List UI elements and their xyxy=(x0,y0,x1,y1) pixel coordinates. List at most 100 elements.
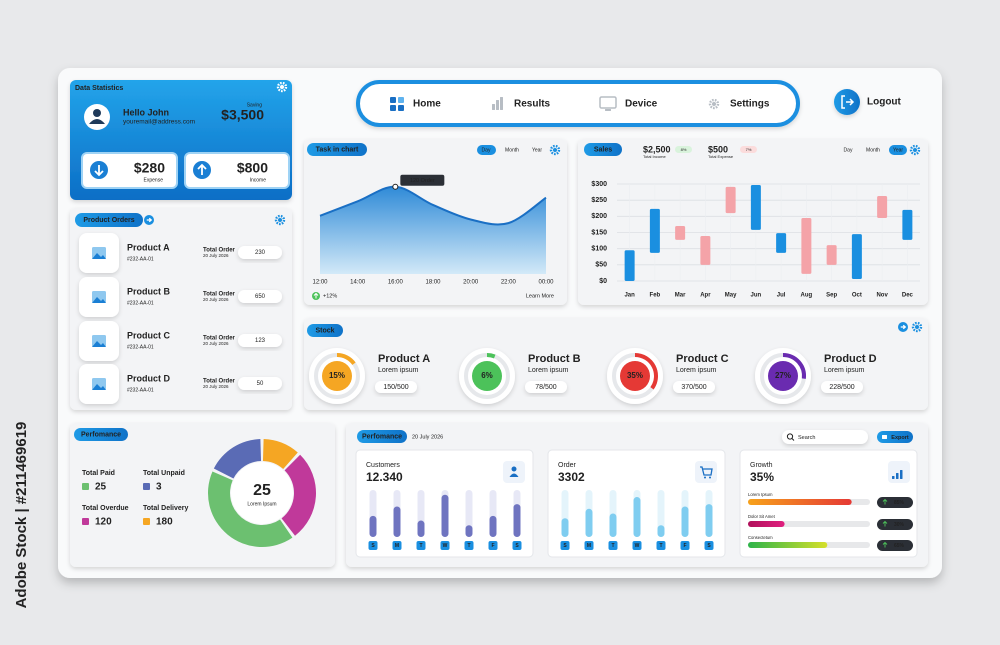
search-box[interactable] xyxy=(782,430,868,444)
expense-change: 7% xyxy=(746,147,752,152)
person-icon xyxy=(509,473,519,477)
nav-item[interactable]: Home xyxy=(413,99,441,110)
legend-swatch xyxy=(143,518,150,525)
donut-center-label: Lorem Ipsum xyxy=(247,501,276,507)
change-value: +12% xyxy=(323,293,337,299)
progress-badge xyxy=(877,497,913,508)
section-pill xyxy=(75,213,143,227)
device-stand xyxy=(605,109,611,111)
day-badge xyxy=(584,541,594,550)
tab[interactable]: Month xyxy=(866,147,880,153)
gear-icon[interactable] xyxy=(911,321,923,333)
day-badge xyxy=(704,541,714,550)
progress-bar xyxy=(748,499,852,505)
expense-label: Total Expense xyxy=(708,154,734,159)
stat-box xyxy=(81,152,178,189)
badge-arrow xyxy=(882,498,888,505)
gauge-center xyxy=(472,361,502,391)
gear-icon xyxy=(913,148,917,152)
saving-label: Saving xyxy=(247,102,263,108)
card xyxy=(70,208,292,410)
donut-segment xyxy=(281,454,317,536)
icon-box xyxy=(695,461,717,483)
gear-icon xyxy=(278,218,282,222)
x-tick-label: Jun xyxy=(751,293,762,299)
expense-label: Expense xyxy=(144,177,164,183)
day-label: S xyxy=(563,543,567,549)
day-label: S xyxy=(371,543,375,549)
sales-bar xyxy=(826,245,837,265)
gear-icon[interactable] xyxy=(274,214,286,226)
income-change: 8% xyxy=(681,147,687,152)
tab[interactable]: Year xyxy=(893,147,903,153)
peak-point xyxy=(392,183,399,190)
total-order-label: Total Order xyxy=(203,379,236,385)
image-icon-mountain xyxy=(92,341,106,347)
progress-value: 85% xyxy=(894,500,905,506)
day-label: W xyxy=(443,543,448,549)
day-badge xyxy=(632,541,642,550)
x-tick-label: 18:00 xyxy=(425,280,441,286)
order-date: 20 July 2026 xyxy=(203,297,229,302)
day-badge xyxy=(512,541,522,550)
x-tick-label: Jul xyxy=(777,293,786,299)
bar xyxy=(369,515,377,537)
badge-arrow xyxy=(882,520,888,527)
donut-segment xyxy=(213,439,262,479)
tab-active xyxy=(477,145,496,155)
nav-item[interactable]: Settings xyxy=(730,99,770,110)
gear-icon[interactable] xyxy=(549,144,561,156)
day-badge xyxy=(440,541,450,550)
nav-item[interactable]: Results xyxy=(514,99,551,110)
x-tick-label: 14:00 xyxy=(350,280,366,286)
x-tick-label: Feb xyxy=(650,293,661,299)
profile-title: Data Statistics xyxy=(75,85,123,92)
nav-item[interactable]: Device xyxy=(625,99,658,110)
stock-subtitle: Lorem ipsum xyxy=(824,367,865,374)
total-pill xyxy=(238,377,282,390)
sales-bar xyxy=(624,250,635,281)
order-total: 650 xyxy=(255,294,266,300)
count-pill xyxy=(821,381,863,393)
growth-icon xyxy=(896,473,899,479)
gauge-label: 15% xyxy=(329,371,345,380)
tab[interactable]: Month xyxy=(505,147,519,153)
progress-label: Lorem Ipsum xyxy=(748,492,773,497)
day-label: S xyxy=(707,543,711,549)
performance-date: 20 July 2026 xyxy=(412,434,443,440)
growth-icon xyxy=(900,470,903,479)
logout-label[interactable]: Logout xyxy=(867,97,902,108)
y-tick-label: $150 xyxy=(591,229,607,236)
order-total: 50 xyxy=(257,381,264,387)
learn-more[interactable]: Learn More xyxy=(526,293,554,299)
progress-badge xyxy=(877,540,913,551)
total-pill xyxy=(238,246,282,259)
total-value: 180 xyxy=(156,517,173,528)
x-tick-label: Nov xyxy=(876,293,888,299)
badge-arrow xyxy=(882,541,888,548)
gear-icon[interactable] xyxy=(909,144,921,156)
x-tick-label: 12:00 xyxy=(312,280,328,286)
gear-icon[interactable] xyxy=(708,98,720,110)
gear-icon xyxy=(712,102,716,106)
tab[interactable]: Day xyxy=(482,147,491,153)
product-code: #232-AA-01 xyxy=(127,256,154,262)
results-icon xyxy=(492,104,495,110)
x-tick-label: May xyxy=(725,293,737,299)
total-pill xyxy=(238,290,282,303)
sales-bar xyxy=(776,233,787,253)
avatar-body xyxy=(89,119,105,124)
day-label: T xyxy=(419,543,422,549)
image-icon-mountain xyxy=(92,297,106,303)
stock-subtitle: Lorem ipsum xyxy=(676,367,717,374)
tab[interactable]: Year xyxy=(532,147,542,153)
tab[interactable]: Day xyxy=(844,147,853,153)
bar-track xyxy=(465,490,473,537)
total-label: Total Paid xyxy=(82,470,115,477)
gear-icon[interactable] xyxy=(276,81,288,93)
stock-count: 370/500 xyxy=(681,384,706,391)
income-label: Total Income xyxy=(643,154,666,159)
growth-icon xyxy=(892,476,895,479)
export-button[interactable] xyxy=(877,431,913,443)
avatar-head xyxy=(93,109,101,117)
